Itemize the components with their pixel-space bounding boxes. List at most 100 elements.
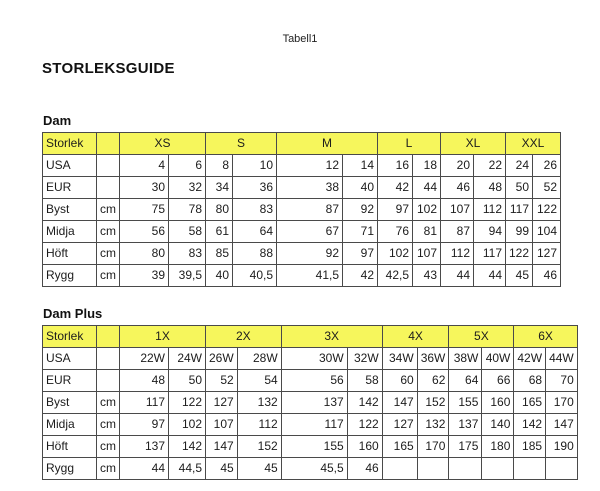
row-label: Höft	[42, 242, 97, 265]
value-cell: 62	[416, 369, 450, 392]
value-cell: 147	[545, 413, 578, 436]
value-cell: 137	[280, 391, 348, 414]
value-cell: 30	[119, 176, 169, 199]
table-row: EUR 30 32 34 36 38 40 42 44 46 48 50 52	[42, 176, 562, 199]
value-cell: 170	[545, 391, 578, 414]
value-cell: 4	[119, 154, 169, 177]
value-cell: 44	[119, 457, 169, 480]
table-title-dam: Dam	[43, 113, 72, 128]
value-cell: 142	[346, 391, 383, 414]
value-cell: 61	[205, 220, 233, 243]
table-row: Rygg cm 44 44,5 45 45 45,5 46	[42, 457, 578, 480]
value-cell: 45	[504, 264, 534, 287]
value-cell: 48	[119, 369, 169, 392]
size-group-header: S	[205, 132, 277, 155]
value-cell: 36	[232, 176, 277, 199]
value-cell: 80	[119, 242, 169, 265]
value-cell	[481, 457, 515, 480]
value-cell: 16	[377, 154, 413, 177]
row-unit: cm	[96, 220, 120, 243]
row-label: EUR	[42, 369, 97, 392]
value-cell: 185	[513, 435, 547, 458]
value-cell: 71	[342, 220, 378, 243]
table-title-dam-plus: Dam Plus	[43, 306, 103, 321]
value-cell: 42,5	[377, 264, 413, 287]
dam-section: Dam Storlek XS S M L XL XXL USA 4 6 8 10 12 14 16 18 20 2…	[42, 113, 562, 287]
value-cell: 142	[168, 435, 206, 458]
value-cell: 39	[119, 264, 169, 287]
value-cell: 46	[532, 264, 562, 287]
value-cell: 60	[381, 369, 418, 392]
value-cell: 112	[440, 242, 474, 265]
row-unit	[96, 176, 120, 199]
value-cell: 112	[236, 413, 282, 436]
value-cell: 22	[473, 154, 506, 177]
value-cell: 80	[205, 198, 233, 221]
value-cell: 70	[545, 369, 578, 392]
size-group-header: XXL	[504, 132, 562, 155]
value-cell: 40	[205, 264, 233, 287]
row-unit: cm	[96, 391, 120, 414]
value-cell: 30W	[280, 347, 348, 370]
value-cell: 64	[232, 220, 277, 243]
row-label: USA	[42, 347, 97, 370]
table-row: USA 22W 24W 26W 28W 30W 32W 34W 36W 38W 40W 42W 44W	[42, 347, 578, 370]
value-cell: 165	[513, 391, 547, 414]
page-title: STORLEKSGUIDE	[42, 60, 175, 77]
value-cell: 45	[205, 457, 238, 480]
value-cell: 40,5	[232, 264, 277, 287]
value-cell: 42	[342, 264, 378, 287]
table-row: EUR 48 50 52 54 56 58 60 62 64 66 68 70	[42, 369, 578, 392]
value-cell: 45	[236, 457, 282, 480]
value-cell: 40W	[481, 347, 515, 370]
value-cell: 44,5	[168, 457, 206, 480]
value-cell	[513, 457, 547, 480]
value-cell: 42W	[513, 347, 547, 370]
value-cell: 102	[412, 198, 441, 221]
value-cell: 127	[532, 242, 562, 265]
value-cell: 142	[513, 413, 547, 436]
storlek-header-cell: Storlek	[42, 325, 97, 348]
value-cell: 155	[280, 435, 348, 458]
value-cell: 137	[119, 435, 169, 458]
value-cell: 24W	[168, 347, 206, 370]
size-group-header: M	[276, 132, 378, 155]
row-unit: cm	[96, 198, 120, 221]
table-row: Höft cm 137 142 147 152 155 160 165 170 175 180 185 1…	[42, 435, 578, 458]
value-cell: 39,5	[168, 264, 206, 287]
value-cell: 50	[504, 176, 534, 199]
value-cell: 122	[532, 198, 562, 221]
size-group-header: 6X	[513, 325, 578, 348]
dam-size-table: Storlek XS S M L XL XXL USA 4 6 8 10 12 14 16 18 20 22 24 2…	[42, 132, 562, 287]
table-row: Midja cm 56 58 61 64 67 71 76 81 87 94 99 104	[42, 220, 562, 243]
value-cell: 26W	[205, 347, 238, 370]
value-cell: 46	[440, 176, 474, 199]
row-label: Byst	[42, 198, 97, 221]
value-cell: 12	[276, 154, 343, 177]
value-cell: 83	[168, 242, 206, 265]
dam-plus-size-table: Storlek 1X 2X 3X 4X 5X 6X USA 22W 24W 26W 28W 30W 32W…	[42, 325, 578, 480]
value-cell: 88	[232, 242, 277, 265]
value-cell: 45,5	[280, 457, 348, 480]
size-group-header: 3X	[280, 325, 383, 348]
size-header-row: Storlek XS S M L XL XXL	[42, 132, 562, 155]
value-cell: 117	[504, 198, 534, 221]
value-cell: 10	[232, 154, 277, 177]
value-cell: 92	[342, 198, 378, 221]
row-unit: cm	[96, 413, 120, 436]
size-group-header: XS	[119, 132, 206, 155]
row-label: Höft	[42, 435, 97, 458]
row-unit: cm	[96, 264, 120, 287]
value-cell: 127	[381, 413, 418, 436]
value-cell: 43	[412, 264, 441, 287]
value-cell: 85	[205, 242, 233, 265]
value-cell: 22W	[119, 347, 169, 370]
value-cell: 122	[504, 242, 534, 265]
size-group-header: XL	[440, 132, 506, 155]
value-cell: 160	[481, 391, 515, 414]
value-cell: 24	[504, 154, 534, 177]
value-cell: 26	[532, 154, 562, 177]
value-cell: 102	[168, 413, 206, 436]
storlek-header-cell: Storlek	[42, 132, 97, 155]
value-cell: 66	[481, 369, 515, 392]
